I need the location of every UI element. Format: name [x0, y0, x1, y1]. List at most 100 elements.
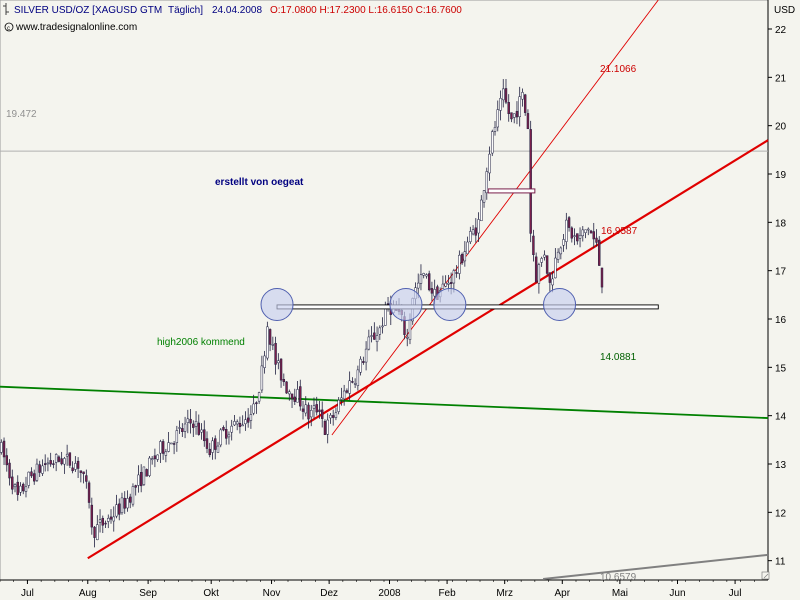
trendline-red-thin — [331, 0, 659, 436]
candle — [427, 270, 431, 292]
svg-text:c: c — [7, 26, 10, 32]
candle — [559, 246, 563, 260]
candle — [441, 275, 445, 289]
highlight-circle — [389, 288, 423, 321]
candle — [471, 225, 475, 236]
trendline-green — [0, 385, 769, 419]
x-axis-panel — [0, 580, 800, 600]
candle — [268, 328, 272, 352]
candle — [255, 401, 258, 414]
candle — [318, 400, 321, 419]
green-value: 14.0881 — [600, 352, 637, 363]
x-tick-label: Nov — [263, 588, 281, 599]
candle — [600, 267, 604, 294]
candle — [214, 435, 217, 460]
trendlines-group — [0, 0, 769, 581]
candle — [16, 475, 19, 501]
candle — [381, 317, 384, 334]
candle — [131, 483, 135, 507]
candle — [0, 439, 3, 455]
candle — [488, 146, 491, 181]
y-tick-label: 17 — [775, 267, 787, 278]
y-tick-label: 21 — [775, 73, 787, 84]
candle — [493, 120, 497, 136]
header-symbol: SILVER USD/OZ [XAGUSD GTM — [14, 5, 162, 16]
candle — [526, 109, 530, 130]
candle — [71, 461, 74, 474]
candle — [592, 222, 595, 249]
x-tick-label: Feb — [438, 588, 456, 599]
candle — [513, 113, 516, 124]
candle — [74, 456, 77, 472]
candle — [496, 100, 499, 132]
candle — [348, 371, 351, 401]
candle — [474, 218, 478, 243]
candle — [197, 414, 200, 436]
candle — [172, 440, 176, 455]
candle — [301, 400, 305, 420]
candle — [565, 212, 568, 250]
candle — [595, 229, 598, 247]
y-tick-label: 20 — [775, 122, 787, 133]
candle — [570, 226, 574, 243]
candle — [208, 442, 211, 458]
candle — [548, 272, 552, 293]
candle — [115, 494, 118, 519]
candle — [562, 233, 565, 252]
candle — [90, 497, 94, 535]
candle — [543, 250, 546, 261]
candle — [334, 407, 338, 421]
candle — [310, 404, 313, 427]
candle — [101, 515, 104, 534]
candle — [545, 255, 549, 276]
candle — [167, 432, 170, 453]
candle — [515, 101, 519, 125]
y-tick-label: 18 — [775, 218, 787, 229]
candle — [68, 452, 72, 469]
x-tick-label: Okt — [203, 588, 219, 599]
candle — [567, 215, 571, 232]
x-tick-label: Mrz — [496, 588, 513, 599]
candle — [504, 78, 508, 105]
candle — [271, 336, 275, 351]
x-tick-label: Jul — [21, 588, 34, 599]
candle — [2, 437, 6, 465]
candle — [222, 425, 225, 432]
candle — [123, 491, 126, 514]
candle — [203, 420, 206, 447]
candle — [27, 471, 30, 489]
y-tick-label: 22 — [775, 25, 787, 36]
candle — [96, 515, 99, 541]
candle — [76, 457, 80, 478]
candle — [241, 415, 244, 427]
candle — [482, 189, 486, 208]
candle — [153, 448, 157, 468]
candle — [573, 228, 576, 246]
candle — [263, 350, 266, 374]
candle — [233, 415, 236, 427]
resize-grip-icon[interactable] — [761, 571, 770, 580]
candle — [249, 405, 253, 429]
candle — [510, 112, 513, 123]
x-tick-label: Mai — [612, 588, 628, 599]
trendline-red-main — [87, 139, 769, 560]
candle — [307, 402, 310, 429]
highlight-circle — [543, 288, 577, 321]
candle — [293, 388, 296, 406]
candle — [183, 416, 187, 439]
candle — [485, 167, 488, 200]
candle — [491, 129, 494, 157]
candle — [87, 480, 91, 509]
candle — [178, 420, 181, 434]
support-level-box — [276, 304, 659, 310]
candle — [230, 419, 233, 441]
candle — [186, 409, 190, 434]
candle — [145, 468, 148, 477]
level-19472-label: 19.472 — [6, 109, 37, 120]
candle — [13, 483, 17, 493]
candle — [252, 394, 255, 416]
y-tick-label: 16 — [775, 315, 787, 326]
x-tick-label: Sep — [139, 588, 157, 599]
candle — [43, 454, 47, 472]
copyright-icon: c — [4, 22, 14, 32]
